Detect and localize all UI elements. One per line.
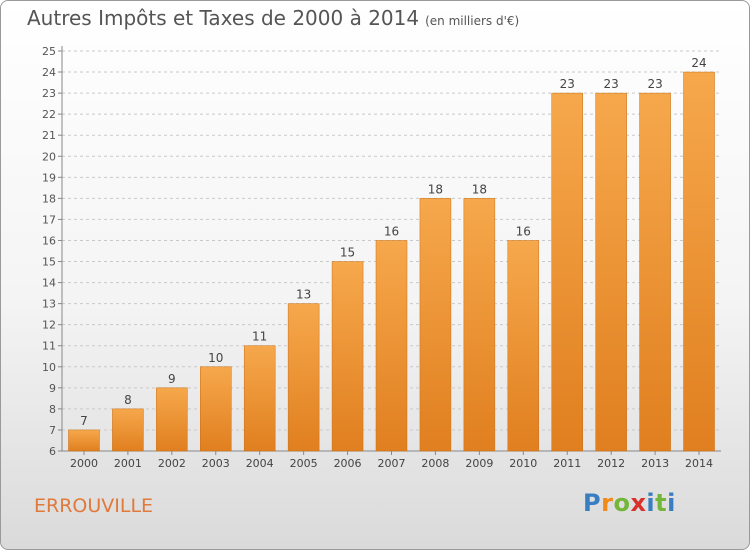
bar — [595, 92, 627, 452]
bar-value-label: 9 — [168, 372, 176, 386]
bar — [68, 429, 100, 452]
data-labels: 7 8 9 10 11 13 15 16 18 18 16 23 23 23 24 — [80, 56, 707, 428]
bar-value-label: 24 — [691, 56, 706, 70]
logo-letter: t — [655, 489, 668, 517]
bar-value-label: 18 — [472, 182, 487, 196]
bar — [551, 92, 583, 452]
x-tick-label: 2000 — [70, 457, 98, 470]
x-tick-label: 2005 — [290, 457, 318, 470]
bar-value-label: 23 — [604, 77, 619, 91]
y-tick-label: 16 — [42, 234, 56, 247]
y-tick-label: 9 — [49, 382, 56, 395]
x-tick-label: 2013 — [641, 457, 669, 470]
y-tick-label: 6 — [49, 445, 56, 458]
x-tick-label: 2010 — [509, 457, 537, 470]
x-tick-label: 2001 — [114, 457, 142, 470]
y-tick-label: 25 — [42, 45, 56, 58]
bar — [463, 198, 496, 452]
bar — [683, 71, 715, 452]
logo-letter: o — [613, 489, 631, 517]
logo-letter: i — [667, 489, 676, 517]
y-tick-label: 21 — [42, 129, 56, 142]
bar-value-label: 7 — [80, 414, 88, 428]
bar — [287, 303, 320, 452]
y-tick-label: 18 — [42, 192, 56, 205]
bar — [200, 366, 232, 452]
bar-value-label: 18 — [428, 182, 443, 196]
x-tick-label: 2004 — [246, 457, 274, 470]
bar-value-label: 23 — [647, 77, 662, 91]
logo-letter: x — [630, 489, 647, 517]
bar — [419, 198, 452, 452]
y-tick-label: 14 — [42, 277, 56, 290]
bar — [507, 240, 540, 452]
logo-letter: i — [646, 489, 656, 517]
bar-value-label: 15 — [340, 246, 355, 260]
y-tick-label: 7 — [49, 424, 56, 437]
chart-subtitle: (en milliers d'€) — [425, 14, 520, 28]
y-tick-label: 20 — [42, 150, 56, 163]
y-tick-label: 23 — [42, 87, 56, 100]
place-name: ERROUVILLE — [34, 495, 154, 517]
x-tick-label: 2007 — [378, 457, 406, 470]
bar-value-label: 16 — [384, 224, 399, 238]
logo-letter: P — [583, 489, 602, 517]
bar-value-label: 11 — [252, 330, 267, 344]
bar — [331, 261, 364, 452]
y-tick-label: 10 — [42, 361, 56, 374]
y-tick-label: 17 — [42, 213, 56, 226]
bars — [68, 71, 715, 452]
x-tick-label: 2009 — [465, 457, 493, 470]
chart-title: Autres Impôts et Taxes de 2000 à 2014 (en… — [27, 6, 519, 30]
bar-value-label: 10 — [208, 351, 223, 365]
bar — [243, 345, 276, 452]
x-tick-label: 2002 — [158, 457, 186, 470]
bar — [112, 408, 144, 452]
y-tick-label: 22 — [42, 108, 56, 121]
bar-value-label: 8 — [124, 393, 132, 407]
chart-title-text: Autres Impôts et Taxes de 2000 à 2014 — [27, 6, 420, 30]
proxiti-logo[interactable]: Proxiti — [583, 489, 676, 517]
bar-value-label: 13 — [296, 288, 311, 302]
y-tick-label: 12 — [42, 319, 56, 332]
x-tick-label: 2006 — [334, 457, 362, 470]
bar-value-label: 23 — [560, 77, 575, 91]
y-tick-label: 24 — [42, 66, 56, 79]
bar — [375, 240, 408, 452]
x-tick-label: 2008 — [421, 457, 449, 470]
y-tick-label: 8 — [49, 403, 56, 416]
bar-value-label: 16 — [516, 224, 531, 238]
y-tick-label: 19 — [42, 171, 56, 184]
bar — [156, 387, 188, 452]
x-tick-label: 2012 — [597, 457, 625, 470]
bar — [639, 92, 671, 452]
x-tick-label: 2014 — [685, 457, 713, 470]
y-tick-label: 15 — [42, 256, 56, 269]
x-tick-label: 2003 — [202, 457, 230, 470]
logo-letter: r — [601, 489, 614, 517]
y-tick-label: 11 — [42, 340, 56, 353]
y-tick-label: 13 — [42, 298, 56, 311]
x-tick-label: 2011 — [553, 457, 581, 470]
